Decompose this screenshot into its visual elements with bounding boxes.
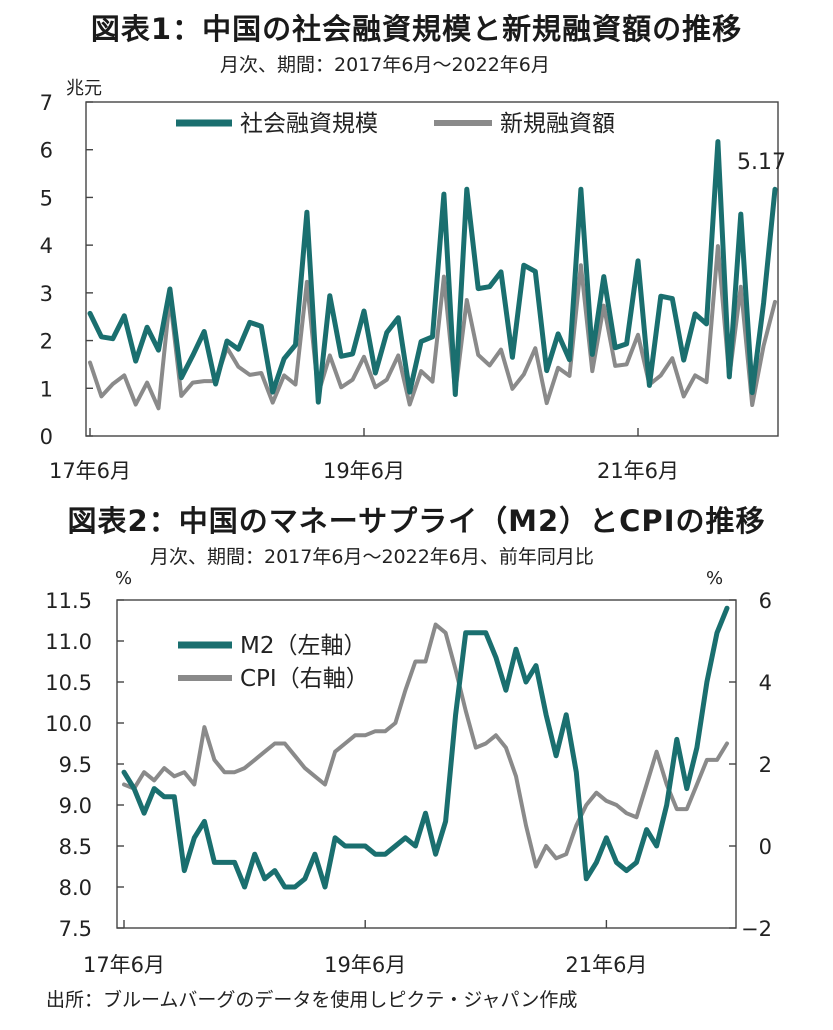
- chart2-title: 図表2：中国のマネーサプライ（M2）とCPIの推移: [67, 504, 766, 538]
- chart1-ytick-label: 0: [40, 425, 53, 449]
- chart1-legend-tsf-label: 社会融資規模: [240, 111, 378, 137]
- chart1-xtick-label: 17年6月: [49, 459, 131, 483]
- chart2-left-tick-label: 8.0: [59, 876, 92, 900]
- chart1-last-value-label: 5.17: [737, 150, 786, 175]
- chart1-plot: 0 1 2 3 4 5 6 7 17年6月 19年6月 21年6月 社会融資規模 新規融資額 5.17: [40, 91, 786, 483]
- chart2-left-tick-label: 9.0: [59, 794, 92, 818]
- chart2-left-tick-label: 10.0: [45, 712, 92, 736]
- chart1-ytick-label: 4: [40, 234, 53, 258]
- chart1-title: 図表1：中国の社会融資規模と新規融資額の推移: [90, 12, 743, 46]
- chart1-series-tsf-line: [87, 139, 778, 405]
- source-note: 出所：ブルームバーグのデータを使用しピクテ・ジャパン作成: [46, 989, 578, 1011]
- chart2-right-tick-label: 0: [759, 835, 772, 859]
- chart2-left-unit-label: %: [115, 568, 133, 589]
- chart2-xtick-label: 17年6月: [83, 953, 165, 977]
- chart2-left-tick-label: 11.5: [45, 589, 92, 613]
- chart2-right-tick-label: 4: [759, 671, 772, 695]
- chart1-ytick-label: 1: [40, 377, 53, 401]
- chart2-subtitle: 月次、期間：2017年6月～2022年6月、前年同月比: [150, 546, 594, 568]
- chart2-xtick-label: 19年6月: [324, 953, 406, 977]
- chart1-legend-loans-label: 新規融資額: [500, 111, 615, 137]
- chart2-legend-m2-label: M2（左軸）: [240, 633, 366, 659]
- chart1-unit-label: 兆元: [66, 78, 102, 99]
- chart1-frame: [85, 101, 779, 437]
- chart1-ytick-label: 2: [40, 330, 53, 354]
- chart2-xtick-label: 21年6月: [565, 953, 647, 977]
- chart2-left-tick-label: 9.5: [59, 753, 92, 777]
- chart2-right-tick-label: −2: [741, 917, 772, 941]
- chart1-ytick-label: 7: [40, 91, 53, 115]
- chart1-xtick-label: 21年6月: [597, 459, 679, 483]
- chart2-frame: [116, 599, 737, 929]
- chart1-ytick-label: 6: [40, 139, 53, 163]
- chart2-left-tick-label: 7.5: [59, 917, 92, 941]
- chart1-ytick-label: 5: [40, 186, 53, 210]
- chart2-right-tick-label: 2: [759, 753, 772, 777]
- chart2-right-unit-label: %: [706, 568, 724, 589]
- chart2-legend-cpi-label: CPI（右軸）: [240, 666, 369, 692]
- chart1-xtick-label: 19年6月: [323, 459, 405, 483]
- chart2-series-m2-line: [121, 605, 730, 890]
- chart2-left-tick-label: 11.0: [45, 630, 92, 654]
- chart1-series-loans-line: [88, 244, 777, 411]
- chart1-ytick-label: 3: [40, 282, 53, 306]
- chart2-left-tick-label: 8.5: [59, 835, 92, 859]
- chart2-right-tick-label: 6: [759, 589, 772, 613]
- chart1-subtitle: 月次、期間：2017年6月～2022年6月: [220, 54, 550, 76]
- chart2-left-tick-label: 10.5: [45, 671, 92, 695]
- chart2-series-cpi-line: [122, 622, 729, 869]
